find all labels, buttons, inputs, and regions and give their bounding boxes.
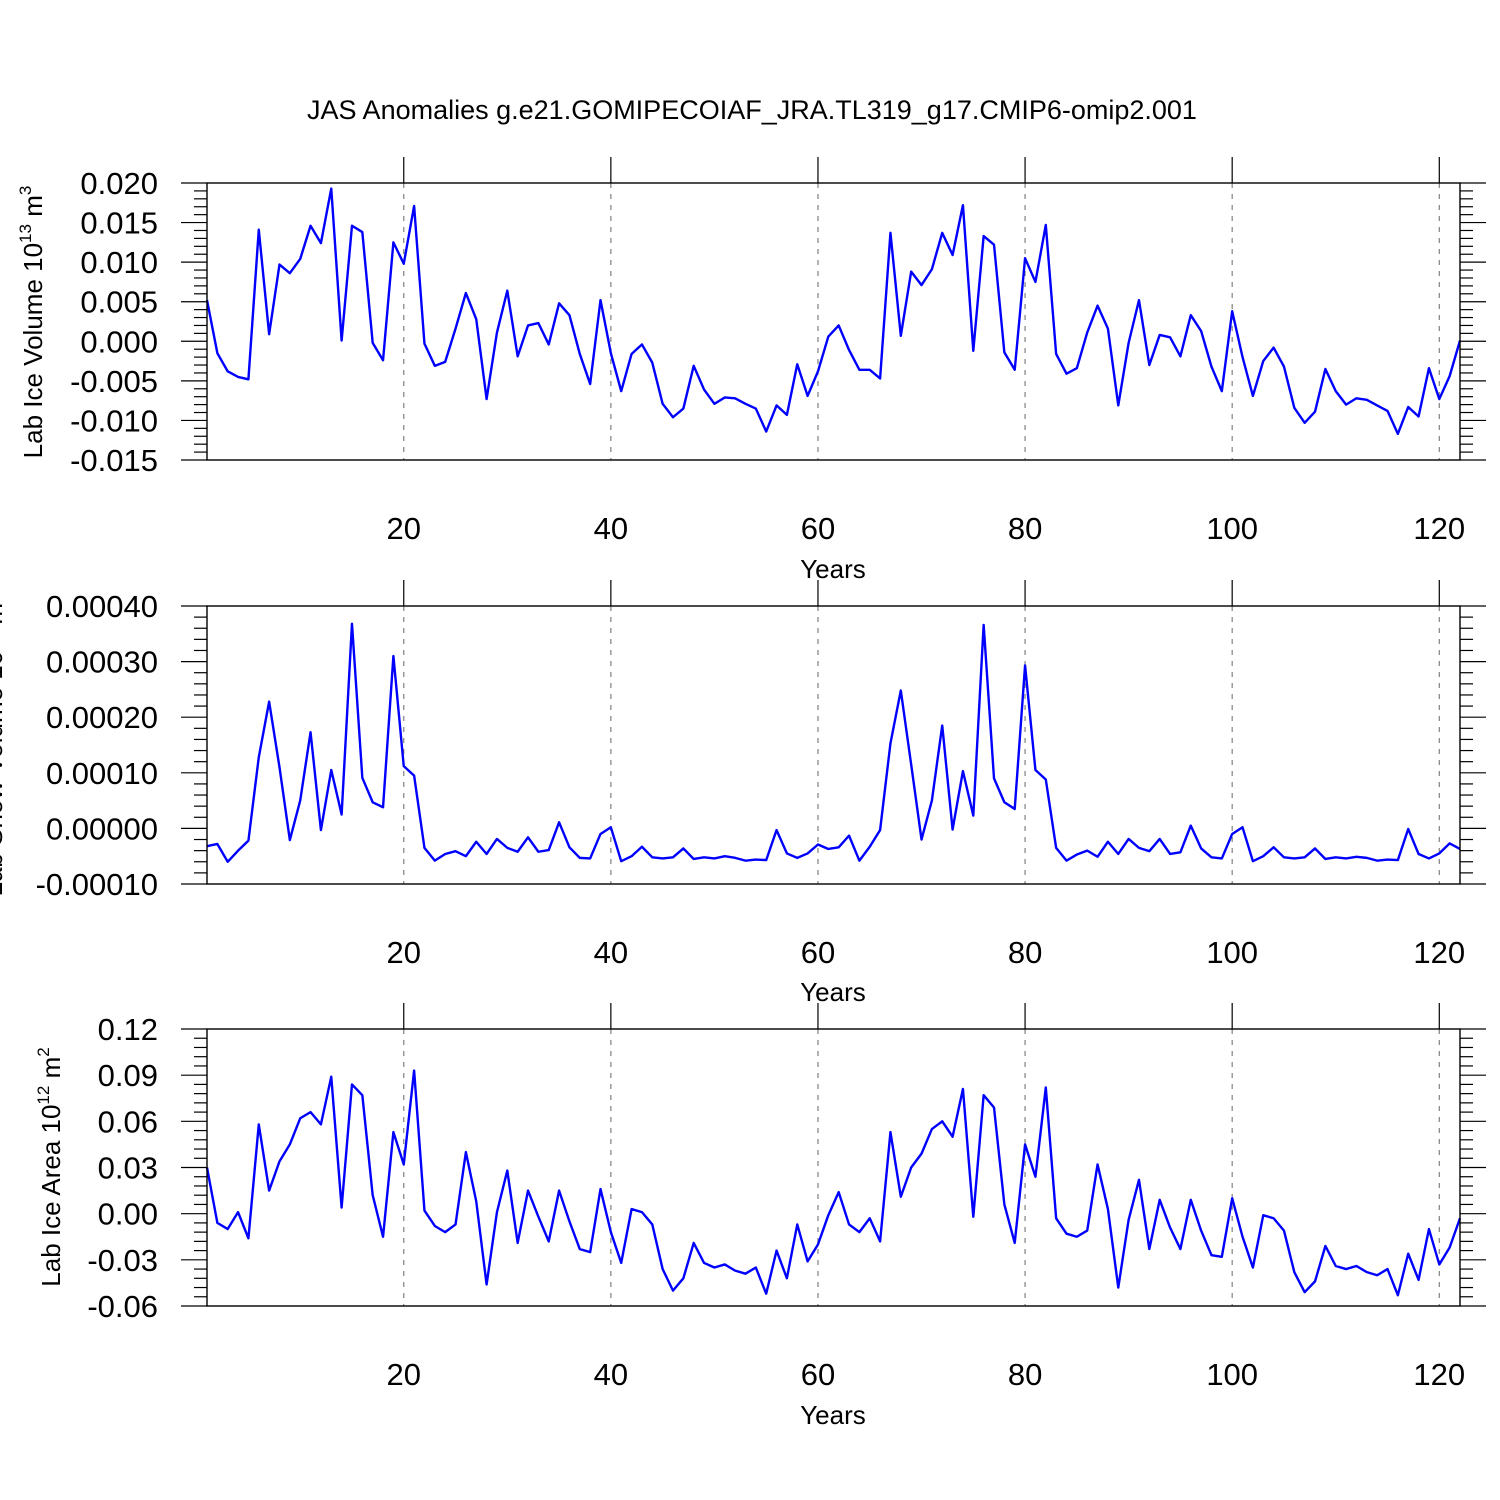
x-tick-label: 40 <box>594 935 628 970</box>
x-tick-label: 40 <box>594 511 628 546</box>
y-tick-label: 0.00040 <box>46 589 158 624</box>
x-axis-label: Years <box>800 977 866 1007</box>
y-tick-label: -0.06 <box>87 1289 158 1324</box>
x-tick-label: 60 <box>801 511 835 546</box>
y-tick-label: 0.00030 <box>46 645 158 680</box>
plot-frame <box>206 182 1461 461</box>
y-tick-label: 0.00 <box>98 1197 158 1232</box>
data-series-line <box>205 187 1462 436</box>
y-tick-label: 0.12 <box>98 1012 158 1047</box>
y-axis-label-exponent: 12 <box>34 1086 53 1105</box>
x-tick-label: 100 <box>1206 935 1258 970</box>
x-tick-label: 40 <box>594 1357 628 1392</box>
y-tick-label: -0.00010 <box>36 867 158 902</box>
y-axis-label: Lab Ice Area 1012 m2 <box>34 1047 66 1286</box>
y-axis-label-unit: m <box>18 195 48 224</box>
x-axis-label: Years <box>800 1400 866 1430</box>
data-series-line <box>206 622 1461 863</box>
y-tick-label: 0.005 <box>80 285 158 320</box>
x-tick-label: 80 <box>1008 1357 1042 1392</box>
y-tick-label: 0.020 <box>80 166 158 201</box>
x-tick-label: 100 <box>1206 511 1258 546</box>
y-tick-label: -0.005 <box>70 364 158 399</box>
x-tick-label: 80 <box>1008 935 1042 970</box>
plot-frame <box>206 1028 1461 1307</box>
y-tick-label: 0.00010 <box>46 756 158 791</box>
y-tick-label: -0.010 <box>70 403 158 438</box>
x-axis-label: Years <box>800 554 866 584</box>
panel-ice-area: Years Lab Ice Area 1012 m2 0.12 0.09 0.06 0… <box>34 1003 1486 1430</box>
y-axis-label-exponent: 13 <box>16 224 35 243</box>
y-tick-label: -0.015 <box>70 443 158 478</box>
x-tick-label: 60 <box>801 1357 835 1392</box>
x-tick-label: 20 <box>387 511 421 546</box>
figure-title: JAS Anomalies g.e21.GOMIPECOIAF_JRA.TL31… <box>307 95 1197 125</box>
data-series-line <box>205 1069 1462 1297</box>
y-tick-label: 0.00020 <box>46 700 158 735</box>
y-axis-label-unit-exponent: 2 <box>34 1047 53 1056</box>
y-axis-label-base: Lab Snow Volume 10 <box>0 651 8 897</box>
x-tick-label: 80 <box>1008 511 1042 546</box>
y-tick-label: 0.00000 <box>46 811 158 846</box>
x-tick-label: 20 <box>387 935 421 970</box>
y-axis-label-unit-exponent: 3 <box>16 186 35 195</box>
y-axis-label: Lab Ice Volume 1013 m3 <box>16 186 48 459</box>
x-tick-label: 120 <box>1413 511 1465 546</box>
y-tick-label: -0.03 <box>87 1243 158 1278</box>
x-tick-label: 120 <box>1413 1357 1465 1392</box>
y-tick-label: 0.06 <box>98 1104 158 1139</box>
y-tick-label: 0.010 <box>80 245 158 280</box>
y-tick-label: 0.015 <box>80 206 158 241</box>
plot-frame <box>206 605 1461 885</box>
y-axis-label-base: Lab Ice Volume 10 <box>18 243 48 458</box>
y-axis-label-base: Lab Ice Area 10 <box>36 1105 66 1287</box>
x-tick-label: 20 <box>387 1357 421 1392</box>
y-axis-label-unit: m <box>0 603 8 632</box>
y-tick-label: 0.03 <box>98 1151 158 1186</box>
y-axis-label-unit: m <box>36 1057 66 1086</box>
x-tick-label: 100 <box>1206 1357 1258 1392</box>
panel-ice-volume: Years Lab Ice Volume 1013 m3 0.020 0.015 0… <box>16 157 1486 584</box>
y-tick-label: 0.09 <box>98 1058 158 1093</box>
x-tick-label: 120 <box>1413 935 1465 970</box>
panel-snow-volume: Years Lab Snow Volume 1013 m3 0.00040 0.0… <box>0 580 1486 1007</box>
y-tick-label: 0.000 <box>80 324 158 359</box>
x-tick-label: 60 <box>801 935 835 970</box>
y-axis-label: Lab Snow Volume 1013 m3 <box>0 593 8 896</box>
